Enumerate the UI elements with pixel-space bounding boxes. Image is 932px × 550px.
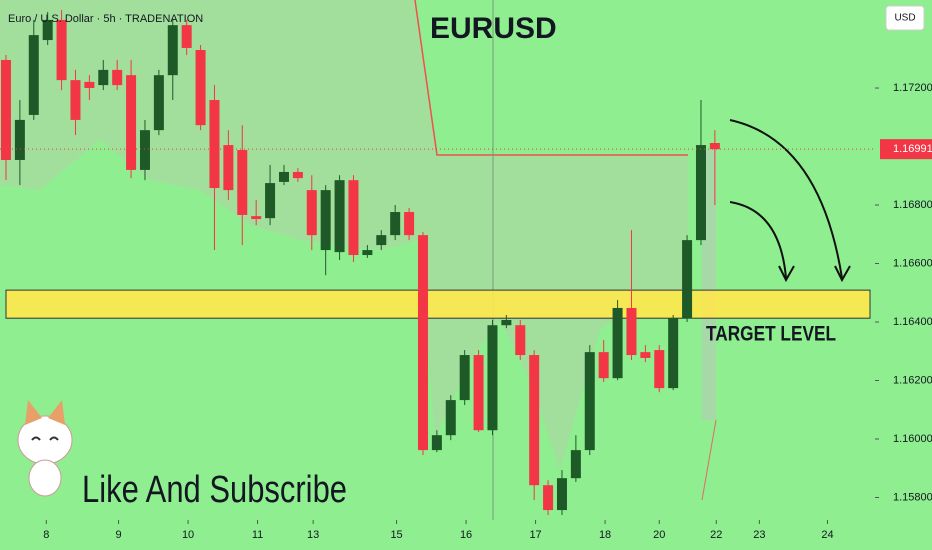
y-tick-label: 1.16000 xyxy=(893,433,932,445)
y-tick-label: 1.16800 xyxy=(893,199,932,211)
sticker xyxy=(17,400,73,497)
plot xyxy=(0,9,871,516)
last-price-label: 1.16991 xyxy=(893,143,932,155)
candle-body xyxy=(0,59,11,160)
candle-body xyxy=(42,19,53,41)
chart-subtitle: Euro / U.S. Dollar · 5h · TRADENATION xyxy=(8,13,203,25)
x-tick-label: 17 xyxy=(529,529,541,541)
candle-body xyxy=(84,81,95,89)
candle-body xyxy=(98,69,109,86)
chart-title: EURUSD xyxy=(430,12,557,45)
candle-body xyxy=(237,150,248,215)
overlay-line xyxy=(414,0,688,156)
candle-body xyxy=(445,400,456,436)
candle-body xyxy=(682,240,693,319)
last-price-box xyxy=(880,139,932,160)
x-tick-label: 20 xyxy=(653,529,665,541)
candle-body xyxy=(654,350,665,389)
candle-body xyxy=(320,190,331,251)
candle-body xyxy=(126,75,137,170)
x-tick-label: 23 xyxy=(753,529,765,541)
y-tick-label: 1.16400 xyxy=(893,316,932,328)
target-zone xyxy=(5,289,871,319)
arrow-head xyxy=(834,265,851,283)
candle-body xyxy=(167,25,178,76)
candle-body xyxy=(209,100,220,189)
annotation: Like And Subscribe xyxy=(82,469,347,511)
candle-body xyxy=(390,212,401,236)
candle-body xyxy=(404,212,415,236)
x-tick-label: 9 xyxy=(116,529,122,541)
projection-line xyxy=(701,419,717,501)
x-tick-label: 13 xyxy=(307,529,319,541)
candle-body xyxy=(348,180,359,256)
candle-body xyxy=(278,171,289,182)
y-tick-label: 1.16600 xyxy=(893,257,932,269)
candle-body xyxy=(584,352,595,451)
candle-body xyxy=(28,35,39,115)
candle-body xyxy=(195,50,206,126)
candle-body xyxy=(459,355,470,401)
currency-box xyxy=(885,5,925,31)
x-tick-label: 10 xyxy=(182,529,194,541)
candle-body xyxy=(306,190,317,236)
x-tick-label: 22 xyxy=(710,529,722,541)
x-tick-label: 11 xyxy=(252,529,263,541)
arrow xyxy=(729,201,787,279)
arrow-head xyxy=(778,265,795,283)
arrow xyxy=(729,119,843,279)
candle-body xyxy=(626,307,637,356)
candle-body xyxy=(598,352,609,379)
y-tick-label: 1.17200 xyxy=(893,82,932,94)
x-tick-label: 18 xyxy=(599,529,611,541)
candle-body xyxy=(139,130,150,170)
candle-body xyxy=(709,143,720,150)
candle-body xyxy=(640,352,651,358)
candle-body xyxy=(376,235,387,246)
x-tick-label: 24 xyxy=(821,529,833,541)
candle-body xyxy=(543,485,554,511)
candle-body xyxy=(292,171,303,179)
candle-body xyxy=(112,69,123,86)
candle-body xyxy=(556,478,567,511)
candle-body xyxy=(473,355,484,431)
candle-body xyxy=(431,435,442,451)
candle-body xyxy=(251,216,262,220)
candle-body xyxy=(265,183,276,219)
candle-body xyxy=(515,325,526,356)
currency: USD xyxy=(894,13,915,24)
y-tick-label: 1.16200 xyxy=(893,374,932,386)
candle-body xyxy=(417,235,428,451)
y-tick-label: 1.15800 xyxy=(893,491,932,503)
candle-body xyxy=(56,19,67,81)
candle-body xyxy=(14,119,25,160)
candle-body xyxy=(153,75,164,131)
candle-body xyxy=(70,80,81,120)
candle-body xyxy=(487,325,498,431)
candle-body xyxy=(181,25,192,48)
x-tick-label: 16 xyxy=(460,529,472,541)
candle-body xyxy=(334,180,345,253)
x-tick-label: 15 xyxy=(390,529,402,541)
candle-body xyxy=(501,319,512,326)
candle-body xyxy=(668,318,679,389)
candle-body xyxy=(362,250,373,256)
candle-body xyxy=(570,450,581,479)
candle-body xyxy=(695,145,706,241)
candle-body xyxy=(223,145,234,191)
candle-body xyxy=(529,355,540,486)
x-tick-label: 8 xyxy=(43,529,49,541)
target-label: TARGET LEVEL xyxy=(706,323,836,346)
candle-body xyxy=(612,307,623,379)
